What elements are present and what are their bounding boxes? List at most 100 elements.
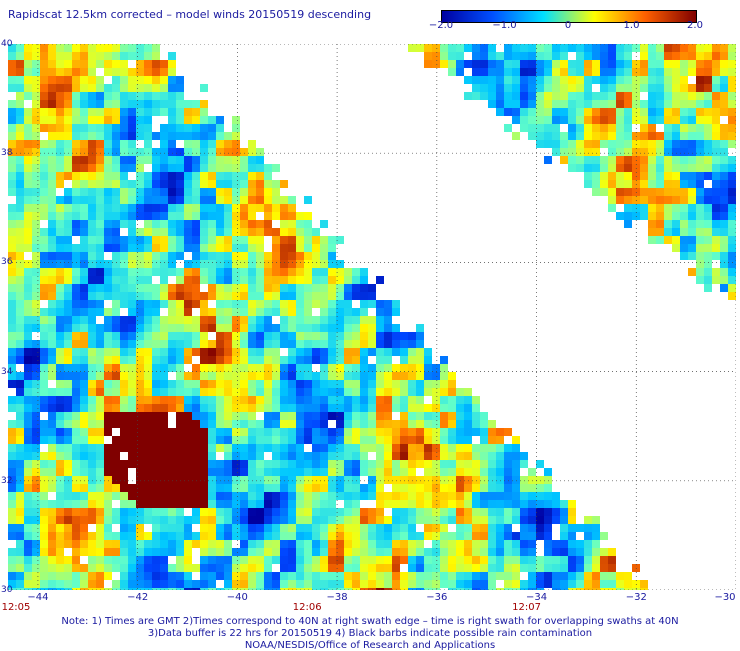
- wind-cell: [368, 388, 376, 396]
- wind-cell: [592, 140, 600, 148]
- wind-cell: [640, 212, 648, 220]
- wind-cell: [48, 524, 56, 532]
- wind-cell: [120, 516, 128, 524]
- wind-cell: [216, 356, 224, 364]
- wind-cell: [280, 260, 288, 268]
- wind-cell: [296, 540, 304, 548]
- wind-cell: [120, 428, 128, 436]
- wind-cell: [152, 284, 160, 292]
- wind-cell: [8, 212, 16, 220]
- wind-cell: [504, 548, 512, 556]
- wind-cell: [320, 428, 328, 436]
- wind-cell: [480, 436, 488, 444]
- wind-cell: [664, 132, 672, 140]
- wind-cell: [528, 492, 536, 500]
- wind-cell: [368, 548, 376, 556]
- wind-cell: [520, 124, 528, 132]
- wind-cell: [200, 484, 208, 492]
- wind-cell: [208, 404, 216, 412]
- wind-cell: [720, 132, 728, 140]
- wind-cell: [184, 388, 192, 396]
- wind-cell: [216, 292, 224, 300]
- wind-cell: [624, 84, 632, 92]
- wind-cell: [88, 180, 96, 188]
- wind-cell: [8, 124, 16, 132]
- wind-cell: [64, 420, 72, 428]
- wind-cell: [600, 532, 608, 540]
- wind-cell: [360, 324, 368, 332]
- wind-cell: [184, 540, 192, 548]
- wind-cell: [184, 572, 192, 580]
- wind-cell: [504, 492, 512, 500]
- wind-cell: [360, 316, 368, 324]
- wind-cell: [344, 284, 352, 292]
- wind-cell: [424, 516, 432, 524]
- wind-cell: [576, 572, 584, 580]
- wind-cell: [264, 284, 272, 292]
- wind-cell: [16, 284, 24, 292]
- wind-cell: [280, 252, 288, 260]
- wind-cell: [480, 500, 488, 508]
- wind-cell: [688, 84, 696, 92]
- wind-cell: [600, 124, 608, 132]
- wind-cell: [352, 436, 360, 444]
- wind-cell: [160, 76, 168, 84]
- wind-cell: [144, 356, 152, 364]
- wind-cell: [296, 364, 304, 372]
- wind-cell: [648, 220, 656, 228]
- wind-cell: [240, 476, 248, 484]
- wind-cell: [248, 428, 256, 436]
- wind-cell: [584, 116, 592, 124]
- wind-cell: [96, 180, 104, 188]
- wind-cell: [608, 148, 616, 156]
- wind-cell: [184, 268, 192, 276]
- wind-cell: [48, 148, 56, 156]
- wind-cell: [24, 284, 32, 292]
- wind-cell: [40, 516, 48, 524]
- wind-cell: [168, 492, 176, 500]
- wind-cell: [184, 348, 192, 356]
- wind-cell: [296, 420, 304, 428]
- wind-cell: [712, 268, 720, 276]
- wind-cell: [640, 148, 648, 156]
- wind-cell: [712, 204, 720, 212]
- wind-cell: [40, 396, 48, 404]
- wind-cell: [240, 524, 248, 532]
- wind-cell: [192, 404, 200, 412]
- wind-cell: [64, 68, 72, 76]
- wind-cell: [272, 196, 280, 204]
- wind-cell: [272, 428, 280, 436]
- wind-cell: [496, 444, 504, 452]
- wind-cell: [552, 84, 560, 92]
- wind-cell: [128, 508, 136, 516]
- wind-cell: [376, 412, 384, 420]
- wind-cell: [152, 156, 160, 164]
- wind-cell: [608, 572, 616, 580]
- wind-cell: [168, 212, 176, 220]
- wind-cell: [704, 268, 712, 276]
- wind-cell: [440, 500, 448, 508]
- wind-cell: [296, 460, 304, 468]
- wind-cell: [104, 276, 112, 284]
- wind-cell: [16, 44, 24, 52]
- wind-cell: [464, 76, 472, 84]
- wind-cell: [160, 196, 168, 204]
- wind-cell: [16, 572, 24, 580]
- wind-cell: [672, 68, 680, 76]
- wind-cell: [480, 556, 488, 564]
- wind-cell: [152, 244, 160, 252]
- wind-cell: [720, 52, 728, 60]
- wind-cell: [464, 492, 472, 500]
- wind-cell: [40, 476, 48, 484]
- wind-cell: [680, 212, 688, 220]
- wind-cell: [40, 284, 48, 292]
- wind-cell: [360, 524, 368, 532]
- wind-cell: [280, 460, 288, 468]
- wind-cell: [152, 132, 160, 140]
- wind-cell: [400, 332, 408, 340]
- wind-cell: [424, 532, 432, 540]
- wind-cell: [688, 124, 696, 132]
- wind-cell: [48, 292, 56, 300]
- wind-cell: [128, 548, 136, 556]
- wind-cell: [264, 564, 272, 572]
